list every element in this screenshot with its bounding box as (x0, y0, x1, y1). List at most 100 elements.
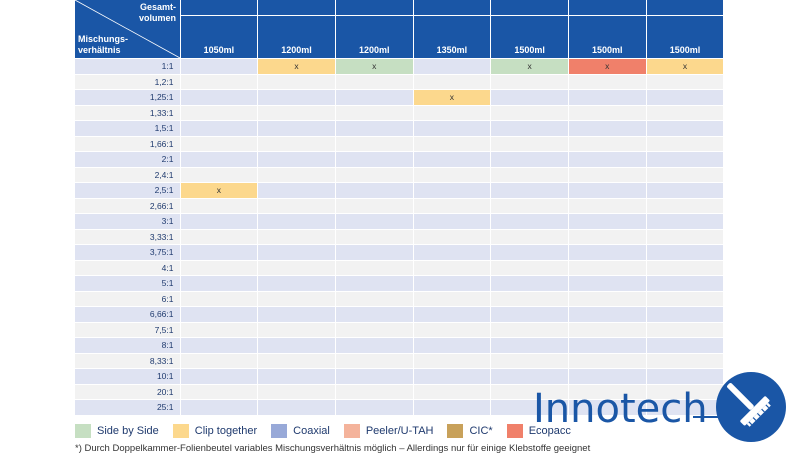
matrix-cell (646, 213, 725, 230)
ratio-cell: 3:1 (75, 213, 181, 230)
matrix-cell (335, 322, 414, 338)
legend-swatch (75, 424, 91, 438)
matrix-cell (646, 384, 725, 400)
matrix-cell (335, 353, 414, 369)
mixing-ratio-label-line-2: verhältnis (78, 44, 121, 55)
legend-item-ecopacc: Ecopacc (506, 424, 571, 438)
matrix-cell (257, 136, 336, 152)
matrix-cell (257, 260, 336, 276)
total-volume-label-line-1: Gesamt- (139, 2, 176, 12)
matrix-cell (490, 151, 569, 168)
table-header-row: Gesamt- volumen Mischungs- verhältnis 10… (75, 0, 725, 59)
matrix-cell (257, 213, 336, 230)
matrix-cell (490, 89, 569, 106)
matrix-cell (646, 244, 725, 261)
matrix-cell (568, 229, 647, 245)
legend: Side by Side Clip together Coaxial Peeler/U… (75, 423, 585, 439)
matrix-cell (257, 198, 336, 214)
ratio-cell: 3,33:1 (75, 229, 181, 245)
ratio-cell: 7,5:1 (75, 322, 181, 338)
matrix-cell (335, 291, 414, 307)
matrix-cell (646, 291, 725, 307)
matrix-cell (180, 120, 259, 137)
matrix-cell (413, 353, 492, 369)
ratio-cell: 6,66:1 (75, 306, 181, 323)
matrix-cell (568, 322, 647, 338)
volume-header-label: 1200ml (358, 45, 390, 55)
table-row: 8:1 (75, 337, 725, 354)
matrix-cell (257, 291, 336, 307)
matrix-cell (257, 275, 336, 292)
table-row: 2,4:1 (75, 167, 725, 183)
volume-header-label: 1500ml (514, 45, 545, 55)
matrix-cell (568, 353, 647, 369)
matrix-cell (335, 260, 414, 276)
matrix-cell (180, 136, 259, 152)
table-row: 2:1 (75, 151, 725, 168)
matrix-cell (568, 384, 647, 400)
matrix-cell (257, 229, 336, 245)
mark-cell-side-by-side: x (335, 58, 414, 75)
matrix-cell (180, 229, 259, 245)
matrix-cell (568, 260, 647, 276)
ratio-cell: 1,5:1 (75, 120, 181, 137)
matrix-cell (335, 229, 414, 245)
matrix-cell (335, 136, 414, 152)
matrix-cell (646, 275, 725, 292)
matrix-cell (568, 213, 647, 230)
matrix-cell (180, 306, 259, 323)
footnote: *) Durch Doppelkammer-Folienbeutel varia… (75, 443, 591, 454)
legend-label: CIC* (469, 425, 493, 437)
matrix-cell (413, 136, 492, 152)
matrix-cell (490, 291, 569, 307)
legend-swatch (271, 424, 288, 438)
matrix-cell (335, 105, 414, 121)
ratio-cell: 8:1 (75, 337, 181, 354)
legend-swatch (172, 424, 189, 438)
legend-item-peeler-u-tah: Peeler/U-TAH (343, 424, 433, 438)
mixing-ratio-table: Gesamt- volumen Mischungs- verhältnis 10… (75, 0, 725, 416)
ratio-cell: 2,66:1 (75, 198, 181, 214)
corner-header-cell: Gesamt- volumen Mischungs- verhältnis (75, 0, 181, 59)
matrix-cell (180, 260, 259, 276)
volume-header-4: 1350ml (413, 0, 492, 59)
ratio-cell: 5:1 (75, 275, 181, 292)
volume-header-2: 1200ml (257, 0, 336, 59)
matrix-cell (646, 353, 725, 369)
matrix-cell (568, 399, 647, 416)
volume-header-3: 1200ml (335, 0, 414, 59)
matrix-cell (490, 368, 569, 385)
matrix-cell (335, 89, 414, 106)
matrix-cell (180, 74, 259, 90)
mixing-ratio-label-line-1: Mischungs- (78, 34, 129, 44)
matrix-cell (490, 167, 569, 183)
matrix-cell (413, 399, 492, 416)
mark-cell-ecopacc: x (568, 58, 647, 75)
matrix-cell (413, 275, 492, 292)
matrix-cell (490, 229, 569, 245)
ratio-cell: 1,33:1 (75, 105, 181, 121)
matrix-cell (490, 213, 569, 230)
table-body: 1:1 x x x x x 1,2:1 1,25:1 x 1,33:1 1,5:1 1,66:1 2:1… (75, 58, 725, 416)
diagonal-divider (75, 0, 179, 58)
matrix-cell (413, 151, 492, 168)
matrix-cell (335, 182, 414, 199)
mark-cell-clip-together: x (413, 89, 492, 106)
matrix-cell (335, 151, 414, 168)
table-row: 3,75:1 (75, 244, 725, 261)
ratio-cell: 20:1 (75, 384, 181, 400)
matrix-cell (646, 120, 725, 137)
matrix-cell (335, 213, 414, 230)
matrix-cell (257, 105, 336, 121)
matrix-cell (180, 105, 259, 121)
table-row: 6:1 (75, 291, 725, 307)
matrix-cell (257, 151, 336, 168)
matrix-cell (490, 136, 569, 152)
matrix-cell (646, 229, 725, 245)
matrix-cell (568, 244, 647, 261)
matrix-cell (180, 337, 259, 354)
matrix-cell (180, 198, 259, 214)
ratio-cell: 8,33:1 (75, 353, 181, 369)
table-row: 7,5:1 (75, 322, 725, 338)
matrix-cell (568, 151, 647, 168)
